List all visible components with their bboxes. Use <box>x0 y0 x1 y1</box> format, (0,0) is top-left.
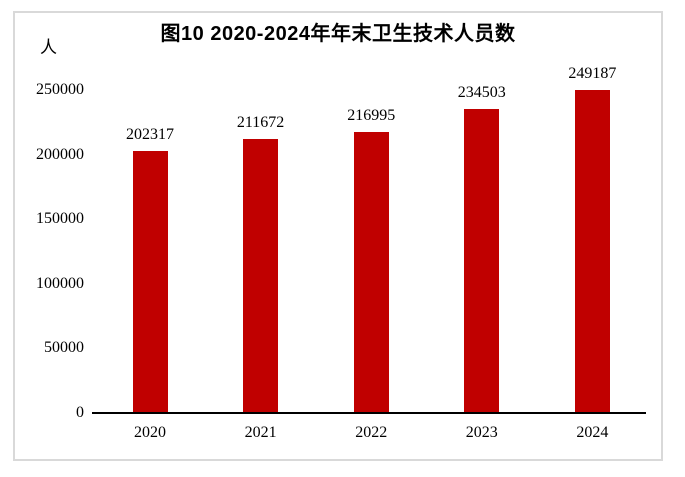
y-axis-tick-label: 250000 <box>36 81 84 98</box>
y-axis-tick-label: 200000 <box>36 145 84 163</box>
bar-value-label: 249187 <box>568 65 617 83</box>
bar-value-label: 202317 <box>126 125 174 143</box>
x-axis-tick-label: 2021 <box>244 424 277 441</box>
bar-value-label: 216995 <box>347 106 396 124</box>
y-axis-tick-label: 0 <box>76 404 84 421</box>
bar-2023 <box>464 109 500 412</box>
bar-value-label: 211672 <box>236 113 285 131</box>
y-axis-unit-label: 人 <box>40 38 57 57</box>
x-axis-tick-label: 2022 <box>355 424 388 441</box>
bar-value-label: 234503 <box>457 84 506 102</box>
chart-title: 图10 2020-2024年年末卫生技术人员数 <box>160 23 516 45</box>
bar-2024 <box>574 90 610 412</box>
x-axis-tick-label: 2020 <box>134 424 166 441</box>
y-axis-tick-label: 50000 <box>44 339 84 357</box>
bar-2021 <box>243 138 279 412</box>
chart-border <box>13 11 663 461</box>
bar-2022 <box>353 131 389 412</box>
y-axis-tick-label: 100000 <box>36 274 84 292</box>
x-axis-tick-label: 2023 <box>465 424 498 441</box>
bar-2020 <box>132 150 168 412</box>
x-axis-line <box>92 412 646 414</box>
x-axis-tick-label: 2024 <box>576 424 609 441</box>
y-axis-tick-label: 150000 <box>36 210 84 228</box>
